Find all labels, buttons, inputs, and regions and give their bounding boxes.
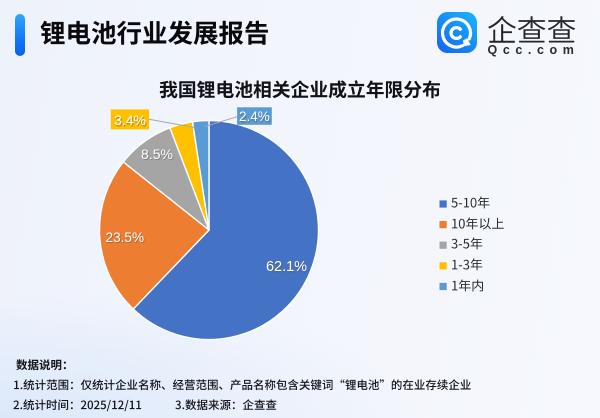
svg-text:8.5%: 8.5% <box>141 146 173 162</box>
svg-text:3.4%: 3.4% <box>114 112 146 128</box>
svg-text:62.1%: 62.1% <box>266 259 307 275</box>
svg-text:8.5%: 8.5% <box>142 147 174 163</box>
svg-text:23.5%: 23.5% <box>106 230 145 245</box>
svg-text:23.5%: 23.5% <box>106 231 145 246</box>
svg-text:2.4%: 2.4% <box>239 109 270 124</box>
svg-text:2.4%: 2.4% <box>240 110 271 125</box>
svg-text:3.4%: 3.4% <box>115 113 147 129</box>
svg-text:62.1%: 62.1% <box>267 260 308 276</box>
